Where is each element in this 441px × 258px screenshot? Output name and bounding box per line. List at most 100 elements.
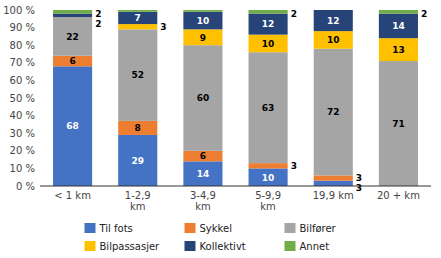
x-tick-label: 20 + km: [377, 190, 420, 201]
legend-label: Annet: [300, 241, 330, 252]
data-label: 12: [262, 19, 275, 29]
bar-segment: [118, 121, 157, 135]
legend: Til fots Sykkel Bilfører Bilpassasjer Kollek…: [85, 223, 337, 252]
legend-swatch: [185, 241, 196, 251]
x-axis: < 1 km1-2,9km3-4,9km5-9,9km19,9 km20 + k…: [54, 190, 420, 212]
chart-svg: 0 %10 %20 %30 %40 %50 %60 %70 %80 %90 %1…: [0, 0, 441, 258]
x-tick-label-line: 5-9,9: [255, 190, 281, 201]
data-label: 6: [69, 56, 75, 66]
y-tick-label: 100 %: [3, 5, 35, 16]
y-tick-label: 60 %: [10, 75, 35, 86]
legend-label: Til fots: [99, 223, 133, 234]
bar-segment: [314, 31, 353, 49]
bar-segment: [53, 17, 92, 56]
bar-segment: [314, 10, 353, 11]
legend-swatch: [285, 241, 296, 251]
x-tick-label-line: < 1 km: [54, 190, 91, 201]
bar-segment: [249, 52, 288, 163]
legend-swatch: [285, 223, 296, 233]
y-tick-label: 50 %: [10, 93, 35, 104]
data-label: 10: [327, 35, 340, 45]
x-tick-label-line: km: [195, 201, 211, 212]
bar-segment: [53, 14, 92, 18]
data-label: 13: [392, 45, 405, 55]
data-label: 2: [95, 9, 101, 19]
x-tick-label: 5-9,9km: [255, 190, 281, 212]
bar-segment: [118, 135, 157, 186]
data-label: 14: [392, 21, 405, 31]
bar-segment: [53, 56, 92, 67]
bar-segment: [183, 10, 222, 12]
x-tick-label: 19,9 km: [313, 190, 354, 201]
x-tick-label-line: km: [260, 201, 276, 212]
data-label: 6: [200, 151, 206, 161]
y-tick-label: 80 %: [10, 40, 35, 51]
x-tick-label-line: km: [130, 201, 146, 212]
chart-container: 0 %10 %20 %30 %40 %50 %60 %70 %80 %90 %1…: [0, 0, 441, 258]
legend-label: Bilfører: [300, 223, 337, 234]
data-label: 2: [421, 9, 427, 19]
data-label: 29: [131, 156, 144, 166]
legend-label: Kollektivt: [200, 241, 246, 252]
y-axis: 0 %10 %20 %30 %40 %50 %60 %70 %80 %90 %1…: [3, 5, 35, 192]
bar-segment: [118, 12, 157, 24]
bar-segment: [53, 10, 92, 14]
y-tick-label: 90 %: [10, 22, 35, 33]
data-label: 7: [135, 13, 141, 23]
bar-segment: [314, 49, 353, 176]
bar-segment: [379, 10, 418, 14]
data-label: 8: [135, 123, 141, 133]
data-label: 63: [262, 103, 275, 113]
x-tick-label-line: 20 + km: [377, 190, 420, 201]
data-label: 52: [131, 70, 144, 80]
x-tick-label-line: 19,9 km: [313, 190, 354, 201]
data-label: 10: [262, 173, 275, 183]
legend-label: Bilpassasjer: [100, 241, 161, 252]
y-tick-label: 0 %: [16, 181, 35, 192]
y-tick-label: 40 %: [10, 110, 35, 121]
bar-segment: [314, 10, 353, 31]
bar-segment: [183, 45, 222, 151]
bar-segment: [53, 66, 92, 186]
data-label: 10: [197, 16, 210, 26]
data-label: 2: [291, 9, 297, 19]
x-axis-line: [40, 186, 431, 187]
bar-segment: [118, 10, 157, 12]
data-label: 3: [291, 161, 297, 171]
bar-segment: [183, 161, 222, 186]
bars: [53, 10, 418, 186]
legend-swatch: [185, 223, 196, 233]
bar-segment: [249, 10, 288, 14]
bar-segment: [183, 151, 222, 162]
data-label: 3: [356, 183, 362, 193]
legend-label: Sykkel: [200, 223, 232, 234]
data-label: 9: [200, 33, 206, 43]
data-label: 10: [262, 39, 275, 49]
data-label: 3: [160, 22, 166, 32]
bar-segment: [379, 14, 418, 39]
bar-segment: [249, 35, 288, 53]
bar-segment: [379, 38, 418, 61]
bar-segment: [314, 181, 353, 186]
data-label: 22: [66, 32, 79, 42]
legend-swatch: [85, 223, 96, 233]
data-label: 2: [95, 19, 101, 29]
y-tick-label: 30 %: [10, 128, 35, 139]
data-labels: 6829141068622526063727191010137101212142…: [66, 9, 427, 193]
data-label: 14: [197, 169, 210, 179]
x-tick-label: 3-4,9km: [190, 190, 216, 212]
bar-segment: [118, 24, 157, 29]
x-tick-label-line: 1-2,9: [125, 190, 151, 201]
y-tick-label: 70 %: [10, 57, 35, 68]
data-label: 68: [66, 121, 79, 131]
bar-segment: [249, 163, 288, 168]
bar-segment: [183, 29, 222, 45]
x-tick-label-line: 3-4,9: [190, 190, 216, 201]
x-tick-label: 1-2,9km: [125, 190, 151, 212]
data-label: 72: [327, 107, 340, 117]
data-label: 3: [356, 173, 362, 183]
bar-segment: [183, 12, 222, 30]
y-tick-label: 10 %: [10, 163, 35, 174]
bar-segment: [249, 168, 288, 186]
data-label: 12: [327, 16, 340, 26]
